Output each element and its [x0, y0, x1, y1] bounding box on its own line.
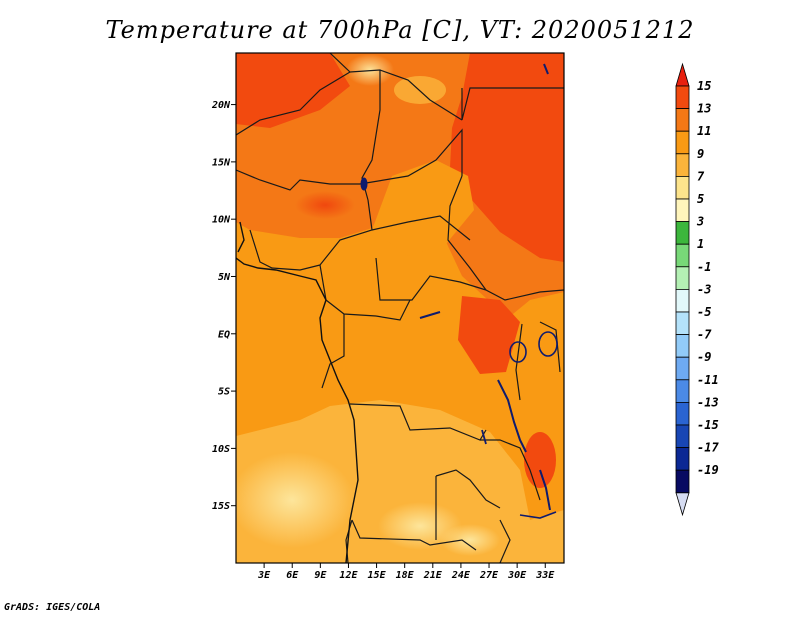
field-pale-sw: [236, 452, 354, 548]
x-tick-label: 33E: [535, 570, 555, 581]
colorbar-label: 7: [697, 169, 705, 183]
colorbar-box: [675, 424, 690, 449]
y-tick-label: 15S: [212, 501, 230, 512]
colorbar-box: [675, 108, 690, 132]
colorbar-box: [675, 130, 690, 155]
colorbar-label: -3: [697, 282, 711, 296]
colorbar-label: -19: [697, 463, 719, 477]
colorbar-label: -9: [697, 350, 711, 364]
colorbar-box: [675, 175, 690, 200]
colorbar-label: 9: [697, 147, 704, 161]
colorbar-label: -5: [697, 305, 711, 319]
colorbar-box: [675, 288, 690, 313]
field-hot-east: [450, 53, 564, 262]
y-tick-label: 5S: [218, 387, 230, 398]
colorbar-label: -11: [697, 373, 719, 387]
field-hot-northwest: [236, 53, 350, 128]
colorbar-box: [675, 469, 690, 494]
plot-frame: [235, 52, 565, 564]
y-tick-label: EQ: [218, 329, 230, 340]
colorbar-box: [675, 221, 690, 245]
colorbar-box: [675, 447, 690, 471]
colorbar-box: [675, 356, 690, 381]
colorbar-label: -13: [697, 395, 719, 409]
colorbar-box: [675, 401, 690, 426]
colorbar-top-arrow: [675, 62, 690, 87]
colorbar-label: 11: [697, 124, 711, 138]
y-tick-label: 20N: [211, 100, 231, 111]
colorbar-label: 15: [697, 79, 711, 93]
x-tick-label: 9E: [314, 570, 327, 581]
y-axis: 20N 15N 10N 5N EQ 5S 10S 15S: [211, 100, 236, 512]
colorbar-bottom-arrow: [675, 492, 690, 517]
chart-title: Temperature at 700hPa [C], VT: 202005121…: [105, 16, 695, 44]
colorbar-label: -7: [697, 328, 712, 342]
x-axis: 3E 6E 9E 12E 15E 18E 21E 24E 27E 30E 33E: [257, 563, 555, 581]
field-hot-central-east: [458, 296, 520, 374]
colorbar-box: [675, 266, 690, 290]
colorbar-box: [675, 85, 690, 110]
x-tick-label: 24E: [451, 570, 471, 581]
y-tick-label: 10S: [212, 444, 230, 455]
x-tick-label: 12E: [339, 570, 358, 581]
colorbar: 15 13 11 9 7 5 3 1 -1 -3 -5 -7 -9 -11 -13 -15 -17 -19: [675, 62, 719, 517]
y-tick-label: 5N: [218, 272, 231, 283]
colorbar-label: 5: [697, 192, 704, 206]
colorbar-label: 3: [696, 215, 704, 229]
colorbar-box: [675, 334, 690, 358]
x-tick-label: 30E: [507, 570, 527, 581]
x-tick-label: 6E: [286, 570, 299, 581]
colorbar-box: [675, 311, 690, 336]
coastline: [236, 221, 359, 563]
map-field: [236, 53, 564, 563]
y-tick-label: 15N: [212, 157, 231, 168]
x-tick-label: 15E: [368, 570, 387, 581]
colorbar-label: -15: [697, 418, 719, 432]
x-tick-label: 27E: [479, 570, 499, 581]
colorbar-box: [675, 153, 690, 177]
field-hot-spot: [295, 191, 355, 219]
x-tick-label: 18E: [396, 570, 415, 581]
colorbar-label: 13: [697, 102, 711, 116]
lakes: [360, 63, 558, 519]
y-tick-label: 10N: [212, 215, 231, 226]
x-tick-label: 21E: [423, 570, 443, 581]
colorbar-box: [675, 198, 690, 223]
colorbar-label: -17: [697, 441, 719, 455]
colorbar-box: [675, 379, 690, 403]
footer-credit: GrADS: IGES/COLA: [4, 602, 101, 613]
x-tick-label: 3E: [257, 570, 271, 581]
colorbar-box: [675, 243, 690, 268]
colorbar-label: -1: [697, 260, 711, 274]
colorbar-label: 1: [697, 237, 704, 251]
